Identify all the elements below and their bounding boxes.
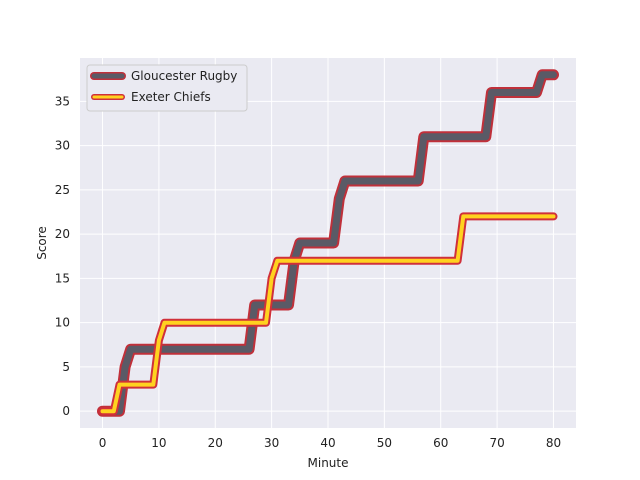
x-tick-label: 20 [208, 436, 223, 450]
y-tick-label: 0 [62, 404, 70, 418]
x-tick-label: 80 [546, 436, 561, 450]
x-axis-label: Minute [308, 456, 349, 470]
series-line-exeter-chiefs [100, 214, 556, 414]
x-tick-label: 50 [377, 436, 392, 450]
y-tick-label: 10 [55, 316, 70, 330]
y-ticks: 0 5 10 15 20 25 30 35 [55, 94, 70, 418]
series-line-gloucester-rugby [99, 71, 557, 415]
legend-box [86, 64, 248, 112]
y-tick-label: 15 [55, 271, 70, 285]
y-tick-label: 35 [55, 94, 70, 108]
x-ticks: 0 10 20 30 40 50 60 70 80 [99, 436, 561, 450]
x-tick-label: 10 [151, 436, 166, 450]
y-tick-label: 30 [55, 139, 70, 153]
y-axis-label: Score [35, 226, 49, 260]
series-layer [97, 69, 559, 417]
legend-label-gloucester: Gloucester Rugby [131, 69, 237, 83]
legend: Gloucester Rugby Exeter Chiefs [86, 64, 248, 112]
x-tick-label: 70 [489, 436, 504, 450]
x-tick-label: 40 [320, 436, 335, 450]
legend-label-exeter: Exeter Chiefs [131, 90, 211, 104]
x-tick-label: 0 [99, 436, 107, 450]
x-tick-label: 60 [433, 436, 448, 450]
y-tick-label: 5 [62, 360, 70, 374]
y-tick-label: 20 [55, 227, 70, 241]
y-tick-label: 25 [55, 183, 70, 197]
x-tick-label: 30 [264, 436, 279, 450]
grid [80, 58, 576, 428]
